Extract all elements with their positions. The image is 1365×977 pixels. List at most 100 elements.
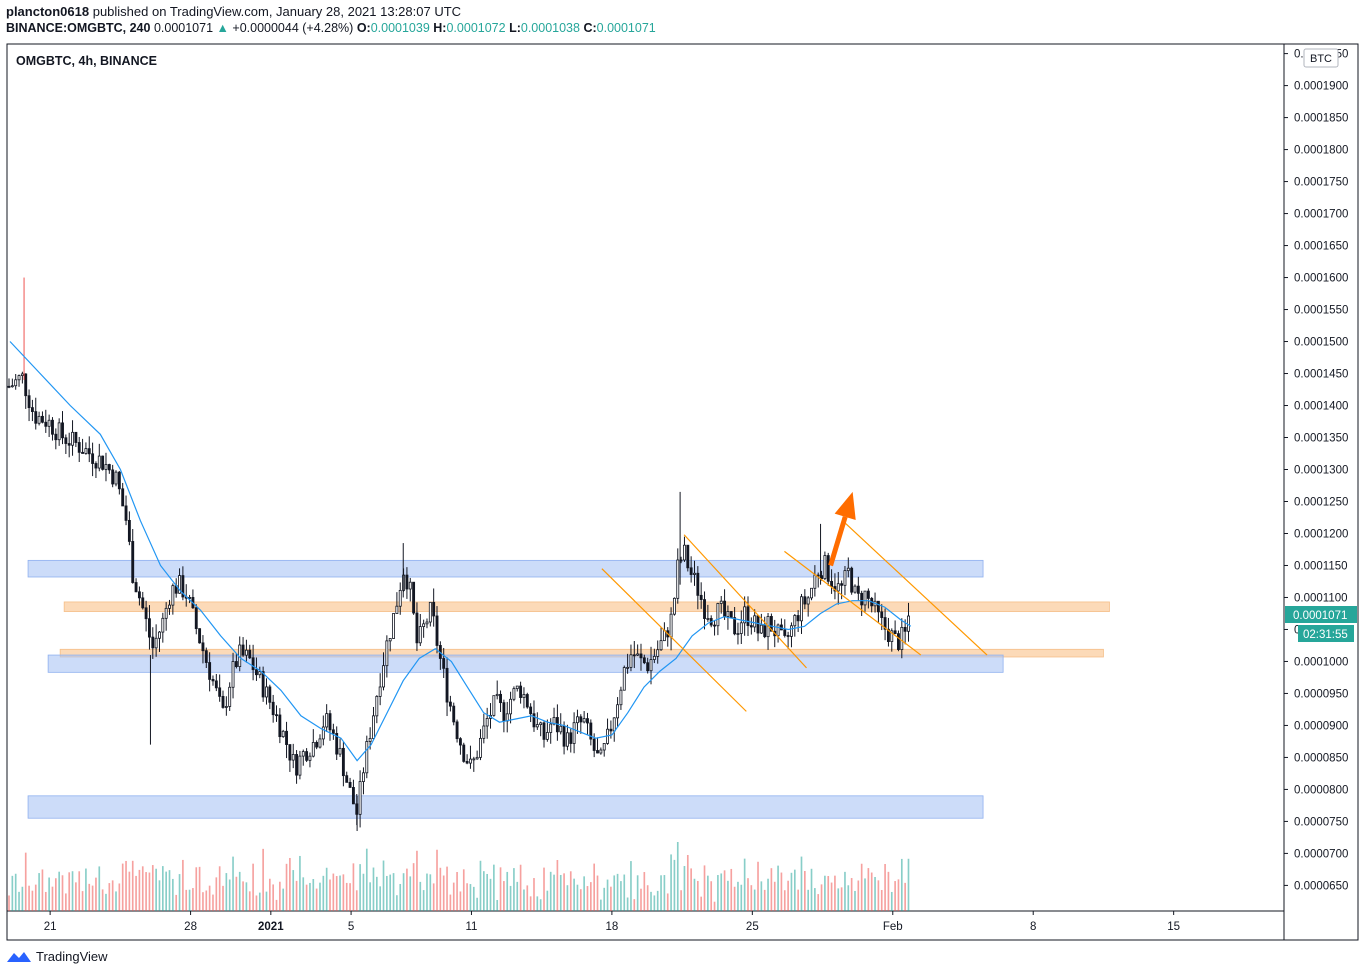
ma-line xyxy=(9,341,912,762)
candle-body xyxy=(632,654,636,657)
candle-body xyxy=(559,725,563,733)
candle-body xyxy=(639,653,643,659)
time-axis[interactable]: 21 28 2021 5 11 18 25 Feb 8 15 xyxy=(44,911,1180,933)
candle-body xyxy=(395,605,399,614)
candle-body xyxy=(201,642,205,652)
candle-body xyxy=(101,455,105,470)
candle-body xyxy=(763,624,767,638)
candle-body xyxy=(485,718,489,727)
tradingview-logo-icon[interactable] xyxy=(6,948,32,964)
candle-body xyxy=(582,718,586,723)
price-tick-label: 0.0001600 xyxy=(1294,273,1348,285)
candle-body xyxy=(689,567,693,575)
candle-body xyxy=(318,738,322,748)
price-axis[interactable]: 0.00019500.00019000.00018500.00018000.00… xyxy=(1284,49,1348,893)
candles xyxy=(7,277,910,832)
candle-body xyxy=(883,617,887,630)
candle-body xyxy=(646,662,650,672)
candle-body xyxy=(298,755,302,776)
candle-body xyxy=(375,696,379,717)
candle-body xyxy=(753,615,757,628)
candle-body xyxy=(111,469,115,485)
candle-body xyxy=(30,407,34,412)
candle-body xyxy=(786,635,790,637)
candle-body xyxy=(806,597,810,605)
candle-body xyxy=(840,583,844,586)
candle-body xyxy=(104,464,108,470)
last-price-marker: 0.0001071 02:31:55 xyxy=(1285,606,1357,642)
candle-body xyxy=(659,640,663,651)
low-value: 0.0001038 xyxy=(520,21,580,35)
candle-body xyxy=(813,574,817,589)
candle-body xyxy=(34,411,38,424)
candle-body xyxy=(669,613,673,638)
candle-body xyxy=(719,600,723,604)
chart-frame xyxy=(6,43,1359,941)
candle-body xyxy=(903,626,907,632)
candle-body xyxy=(368,738,372,742)
author-name[interactable]: plancton0618 xyxy=(6,4,90,19)
time-tick-label: 15 xyxy=(1167,921,1180,933)
price-tick-label: 0.0001000 xyxy=(1294,656,1348,668)
footer: TradingView xyxy=(6,948,108,964)
candle-body xyxy=(64,437,68,444)
arrow-drawing[interactable] xyxy=(828,491,856,567)
candle-body xyxy=(569,732,573,744)
close-value: 0.0001071 xyxy=(596,21,656,35)
candle-body xyxy=(853,585,857,593)
candle-body xyxy=(10,385,14,388)
candle-body xyxy=(800,596,803,622)
candle-body xyxy=(619,689,623,706)
candle-body xyxy=(599,749,603,754)
candle-body xyxy=(726,611,730,617)
candle-body xyxy=(84,448,88,454)
candle-body xyxy=(94,463,98,469)
candle-body xyxy=(228,686,232,707)
publish-header: plancton0618 published on TradingView.co… xyxy=(6,4,461,19)
candle-body xyxy=(830,580,834,587)
candle-body xyxy=(425,621,429,625)
support-zone xyxy=(47,654,1004,673)
candle-body xyxy=(271,701,275,716)
candle-body xyxy=(208,662,212,680)
candle-body xyxy=(278,714,282,738)
candle-body xyxy=(382,665,385,688)
currency-badge[interactable]: BTC xyxy=(1303,48,1339,68)
candle-body xyxy=(776,624,780,637)
candle-body xyxy=(502,702,506,722)
symbol-label: BINANCE:OMGBTC, 240 xyxy=(6,21,151,35)
candle-body xyxy=(492,695,496,716)
candle-body xyxy=(672,597,676,615)
candle-body xyxy=(124,505,128,521)
candle-body xyxy=(612,717,616,732)
channel-lines[interactable] xyxy=(601,520,988,712)
candle-body xyxy=(532,713,536,728)
zones[interactable] xyxy=(27,559,1110,819)
candle-body xyxy=(362,772,365,782)
candle-body xyxy=(67,443,71,446)
candle-body xyxy=(335,732,339,755)
candle-body xyxy=(562,725,566,747)
time-tick-label: 8 xyxy=(1030,921,1036,933)
candle-body xyxy=(305,751,309,761)
candle-body xyxy=(181,575,185,598)
candle-body xyxy=(452,705,456,723)
candle-body xyxy=(87,448,91,455)
candle-body xyxy=(154,637,158,649)
candle-body xyxy=(462,744,466,762)
candle-body xyxy=(539,722,543,725)
candle-body xyxy=(586,718,589,724)
candle-body xyxy=(535,724,539,728)
candle-body xyxy=(572,722,576,744)
moving-average xyxy=(9,341,912,762)
candle-body xyxy=(74,431,78,443)
time-tick-label: 21 xyxy=(44,921,57,933)
candle-body xyxy=(649,659,653,672)
candle-body xyxy=(729,611,733,619)
candle-body xyxy=(529,706,533,715)
candle-body xyxy=(331,729,335,734)
footer-brand[interactable]: TradingView xyxy=(36,948,108,964)
candle-body xyxy=(823,555,827,580)
candle-body xyxy=(515,685,519,690)
